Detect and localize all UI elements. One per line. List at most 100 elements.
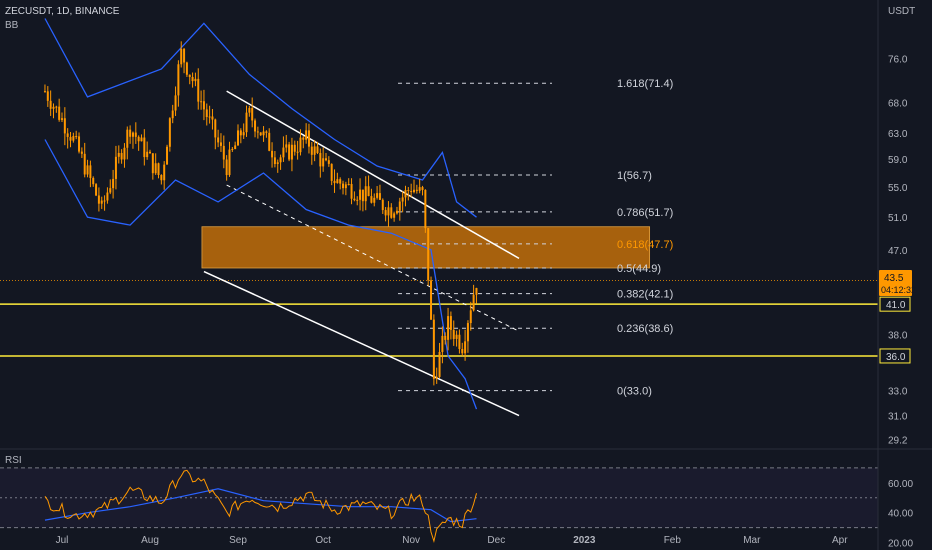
candle-body xyxy=(52,106,55,109)
candle-body xyxy=(356,199,359,201)
candle-body xyxy=(225,159,228,176)
candle-body xyxy=(103,200,106,202)
candle-body xyxy=(251,108,254,121)
candle-body xyxy=(188,74,191,77)
candle-body xyxy=(464,341,467,354)
candle-body xyxy=(205,109,208,118)
price-pane[interactable]: 1.618(71.4) 1(56.7) 0.786(51.7) 0.618(47.7)… xyxy=(0,18,878,417)
candle-body xyxy=(86,165,89,175)
candle-body xyxy=(350,183,353,199)
candle-body xyxy=(373,197,376,203)
candle-body xyxy=(282,147,285,158)
candle-body xyxy=(259,132,262,136)
candle-body xyxy=(461,348,464,354)
candle-body xyxy=(248,108,251,113)
candle-body xyxy=(276,162,279,165)
candle-body xyxy=(143,137,146,158)
candle-body xyxy=(271,150,274,158)
candle-body xyxy=(114,156,117,179)
bollinger-lower[interactable] xyxy=(44,139,478,410)
candle-body xyxy=(146,151,149,158)
candle-body xyxy=(398,201,401,211)
candle-body xyxy=(438,351,441,377)
candle-body xyxy=(310,146,313,155)
candle-body xyxy=(75,136,78,138)
candle-body xyxy=(151,153,154,174)
candle-body xyxy=(316,146,319,154)
candle-body xyxy=(131,132,134,137)
candle-body xyxy=(427,228,430,281)
price-tick-label: 59.0 xyxy=(888,155,908,166)
candle-body xyxy=(353,198,356,201)
fib-level-label: 0(33.0) xyxy=(617,386,652,398)
candle-body xyxy=(217,137,220,143)
candle-body xyxy=(455,334,458,339)
candle-body xyxy=(183,48,186,63)
candle-body xyxy=(288,144,291,160)
last-price-tag: 43.5 04:12:32 xyxy=(879,270,916,296)
channel-lower-line[interactable] xyxy=(203,270,520,417)
rsi-ma-line[interactable] xyxy=(44,488,477,523)
fib-level-label: 0.236(38.6) xyxy=(617,323,673,335)
candle-body xyxy=(361,189,364,202)
time-tick-label: Sep xyxy=(229,535,247,546)
rsi-pane[interactable] xyxy=(0,467,878,543)
candle-body xyxy=(174,95,177,111)
candle-body xyxy=(458,334,461,349)
bollinger-upper[interactable] xyxy=(44,18,477,218)
candle-body xyxy=(290,144,293,160)
time-tick-label: Mar xyxy=(743,535,761,546)
candles[interactable] xyxy=(43,41,478,386)
candle-body xyxy=(197,78,200,102)
candle-body xyxy=(313,146,316,155)
candle-body xyxy=(126,129,129,148)
price-tick-label: 68.0 xyxy=(888,99,908,110)
candle-body xyxy=(466,323,469,342)
candle-body xyxy=(319,153,322,167)
candle-body xyxy=(393,213,396,218)
candle-body xyxy=(63,118,66,134)
price-tick-label: 33.0 xyxy=(888,387,908,398)
time-tick-label: Aug xyxy=(141,535,159,546)
price-tick-label: 29.2 xyxy=(888,435,908,446)
candle-body xyxy=(285,144,288,148)
candle-body xyxy=(219,142,222,146)
candle-body xyxy=(43,91,46,93)
candle-body xyxy=(78,136,81,152)
candle-body xyxy=(381,199,384,211)
candle-body xyxy=(339,179,342,184)
time-tick-label: Feb xyxy=(664,535,682,546)
fib-level-label: 1(56.7) xyxy=(617,170,652,182)
candle-body xyxy=(49,100,52,109)
candle-body xyxy=(327,160,330,164)
candle-body xyxy=(342,183,345,189)
candle-body xyxy=(415,189,418,191)
candle-body xyxy=(180,48,183,65)
candle-body xyxy=(109,188,112,193)
candle-body xyxy=(200,101,203,103)
candle-body xyxy=(447,316,450,340)
candle-body xyxy=(89,165,92,178)
candle-body xyxy=(347,183,350,185)
candle-body xyxy=(55,106,58,108)
rsi-line[interactable] xyxy=(44,469,477,543)
support-level-tag: 41.0 xyxy=(886,300,906,311)
support-level-tag-box xyxy=(879,348,911,364)
price-axis[interactable]: USDT 43.5 04:12:32 76.0 68.0 63.0 59.0 55.0 5… xyxy=(56,6,916,550)
candle-body xyxy=(168,118,171,147)
rsi-tick-label: 60.00 xyxy=(888,479,913,490)
candle-body xyxy=(163,164,166,181)
support-level-tag: 36.0 xyxy=(886,352,906,363)
candle-body xyxy=(475,287,478,295)
candle-body xyxy=(202,101,205,110)
countdown: 04:12:32 xyxy=(881,285,916,295)
candle-body xyxy=(268,132,271,151)
candle-body xyxy=(293,144,296,152)
symbol-title: ZECUSDT, 1D, BINANCE xyxy=(5,6,120,17)
candle-body xyxy=(305,130,308,140)
candle-body xyxy=(112,178,115,189)
candle-body xyxy=(449,316,452,330)
candle-body xyxy=(254,120,257,132)
channel-upper-line[interactable] xyxy=(226,90,520,259)
